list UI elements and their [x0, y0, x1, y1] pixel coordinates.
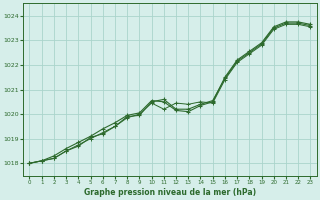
X-axis label: Graphe pression niveau de la mer (hPa): Graphe pression niveau de la mer (hPa): [84, 188, 256, 197]
